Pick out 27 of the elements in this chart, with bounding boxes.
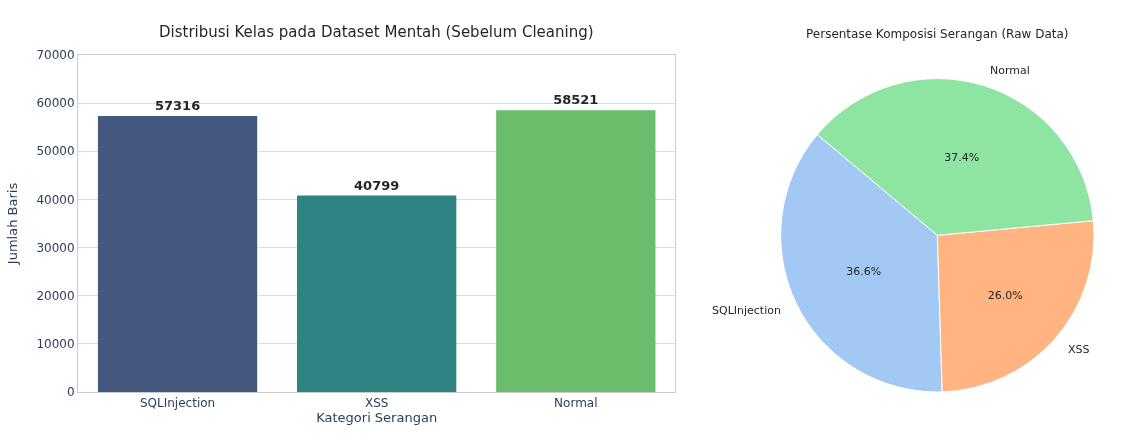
data-label: 58521 (553, 92, 599, 108)
y-tick-label: 30000 (36, 240, 75, 255)
data-label: 40799 (354, 177, 400, 193)
data-label: 37.4% (944, 150, 980, 164)
chart-title: Persentase Komposisi Serangan (Raw Data) (806, 27, 1069, 41)
y-tick-label: 50000 (36, 144, 75, 159)
x-tick-label: SQLInjection (139, 396, 216, 411)
slice-label: Normal (990, 64, 1030, 77)
slice-label: SQLInjection (712, 304, 781, 317)
x-tick-label: XSS (364, 396, 389, 411)
bar (97, 116, 258, 392)
chart-title: Distribusi Kelas pada Dataset Mentah (Sebelum Cleaning) (159, 23, 594, 41)
bar (297, 195, 457, 392)
y-tick-label: 60000 (36, 96, 75, 111)
slice-label: XSS (1068, 343, 1090, 356)
y-tick-label: 40000 (36, 192, 75, 207)
y-tick-label: 10000 (36, 337, 75, 352)
y-tick-label: 70000 (36, 48, 75, 63)
bar (496, 110, 656, 392)
y-axis-title: Jumlah Baris (5, 182, 21, 266)
data-label: 57316 (154, 98, 201, 114)
data-label: 26.0% (987, 288, 1023, 302)
y-tick-label: 20000 (36, 288, 75, 303)
x-tick-label: Normal (554, 396, 598, 411)
data-label: 36.6% (846, 264, 882, 278)
x-axis-title: Kategori Serangan (316, 410, 438, 426)
y-tick-label: 0 (66, 385, 75, 400)
